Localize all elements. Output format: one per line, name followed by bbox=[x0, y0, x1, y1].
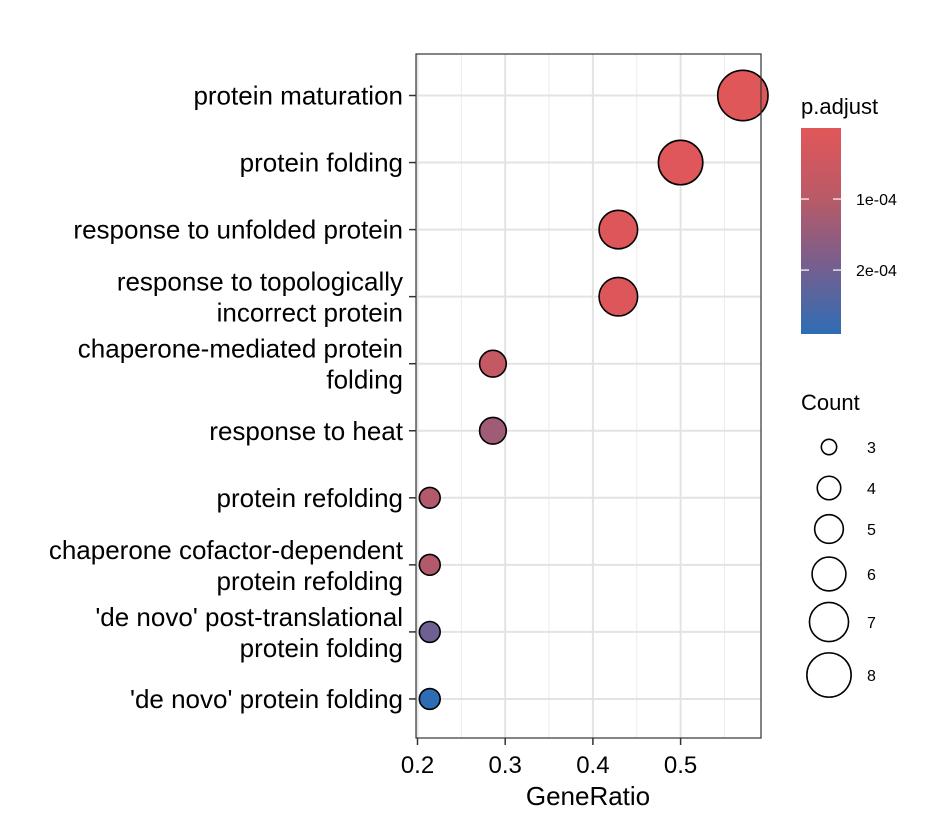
data-point-9 bbox=[418, 687, 441, 711]
y-label-8-line-1: protein folding bbox=[240, 633, 403, 663]
size-legend-label-1: 4 bbox=[867, 481, 876, 498]
data-point-7 bbox=[418, 553, 441, 577]
size-legend-circle-5 bbox=[806, 652, 852, 698]
data-point-6 bbox=[418, 486, 441, 509]
y-label-6: protein refolding bbox=[217, 483, 403, 513]
size-legend-label-5: 8 bbox=[867, 668, 876, 685]
y-label-2: response to unfolded protein bbox=[73, 215, 403, 245]
data-point-2 bbox=[598, 209, 639, 250]
data-point-3 bbox=[598, 276, 639, 317]
size-legend-label-2: 5 bbox=[867, 522, 876, 539]
size-legend-label-3: 6 bbox=[867, 567, 876, 584]
size-legend-circle-4 bbox=[808, 601, 850, 643]
size-legend-circle-1 bbox=[816, 475, 842, 501]
x-tick-label-2: 0.4 bbox=[576, 752, 609, 779]
size-legend-items: 3 4 5 6 7 8 bbox=[806, 438, 876, 698]
size-legend-circle-2 bbox=[813, 513, 845, 545]
x-axis: 0.2 0.3 0.4 0.5 bbox=[401, 738, 697, 779]
y-label-3-line-0: response to topologically bbox=[117, 267, 403, 297]
y-axis-labels: protein maturation protein folding respons… bbox=[49, 81, 416, 714]
data-point-5 bbox=[478, 416, 508, 445]
y-label-4-line-0: chaperone-mediated protein bbox=[78, 334, 403, 364]
plot-panel-border bbox=[415, 53, 762, 739]
size-legend-circle-3 bbox=[811, 556, 847, 592]
y-label-3-line-1: incorrect protein bbox=[217, 298, 403, 328]
y-label-4-line-1: folding bbox=[326, 365, 403, 395]
data-point-1 bbox=[657, 139, 704, 186]
y-label-9: 'de novo' protein folding bbox=[130, 684, 403, 714]
grid bbox=[416, 54, 761, 738]
x-tick-label-3: 0.5 bbox=[664, 752, 697, 779]
y-label-7-line-0: chaperone cofactor-dependent bbox=[49, 535, 404, 565]
size-legend-label-4: 7 bbox=[867, 615, 876, 632]
y-label-0: protein maturation bbox=[193, 81, 403, 111]
x-tick-label-0: 0.2 bbox=[401, 752, 434, 779]
color-legend: p.adjust 1e-04 2e-04 bbox=[801, 94, 897, 334]
y-label-7-line-1: protein refolding bbox=[217, 566, 403, 596]
size-legend-title: Count bbox=[801, 390, 860, 415]
size-legend-circle-0 bbox=[820, 438, 838, 456]
data-points bbox=[418, 69, 769, 711]
y-label-1: protein folding bbox=[240, 148, 403, 178]
colorbar-tick-label-1: 2e-04 bbox=[856, 263, 897, 280]
x-tick-label-1: 0.3 bbox=[489, 752, 522, 779]
size-legend-label-0: 3 bbox=[867, 440, 876, 457]
color-legend-title: p.adjust bbox=[801, 94, 878, 119]
size-legend: Count 3 4 5 6 7 8 bbox=[801, 390, 876, 698]
data-point-0 bbox=[716, 69, 769, 122]
y-label-8-line-0: 'de novo' post-translational bbox=[95, 602, 403, 632]
colorbar-tick-label-0: 1e-04 bbox=[856, 192, 897, 209]
color-legend-ticks: 1e-04 2e-04 bbox=[801, 192, 897, 280]
color-legend-bar bbox=[801, 128, 841, 334]
x-axis-title: GeneRatio bbox=[526, 781, 650, 811]
data-point-8 bbox=[418, 620, 441, 644]
y-label-5: response to heat bbox=[209, 416, 403, 446]
data-point-4 bbox=[478, 349, 508, 378]
